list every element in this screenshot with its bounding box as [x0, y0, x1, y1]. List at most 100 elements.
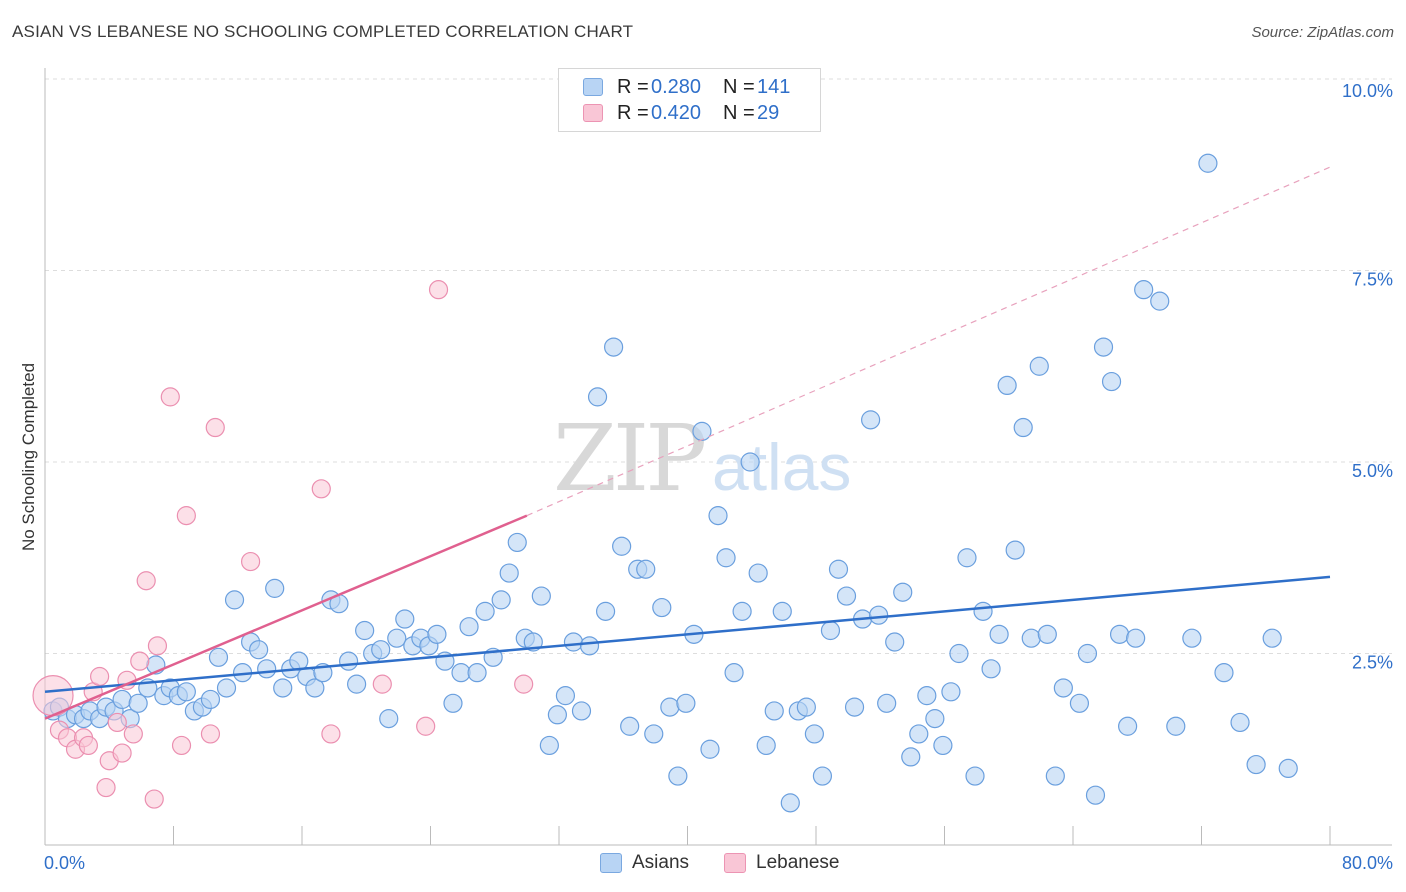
- asians-point: [1045, 766, 1065, 786]
- lebanese-point: [205, 417, 225, 438]
- legend-n-label: N =: [723, 75, 755, 98]
- asians-point: [820, 620, 841, 641]
- lebanese-point: [311, 479, 331, 499]
- asians-point: [427, 624, 447, 644]
- asians-point: [1126, 628, 1146, 648]
- asians-point: [1093, 337, 1114, 357]
- lebanese-point: [176, 506, 196, 526]
- y-tick-label: 5.0%: [1352, 461, 1393, 481]
- lebanese-point: [321, 724, 341, 744]
- asians-point: [257, 659, 277, 679]
- asians-point: [997, 375, 1017, 395]
- legend-swatch-lebanese: [724, 853, 746, 873]
- asians-point: [371, 640, 391, 660]
- lebanese-point: [107, 712, 127, 733]
- asians-point: [828, 559, 849, 579]
- asians-point: [467, 663, 487, 683]
- asians-point: [732, 601, 752, 621]
- asians-point: [804, 724, 824, 744]
- asians-trend-line: [44, 575, 1331, 694]
- y-tick-label: 10.0%: [1342, 81, 1393, 101]
- asians-point: [612, 536, 632, 556]
- asians-point: [772, 601, 792, 621]
- asians-point: [933, 735, 953, 756]
- asians-point: [1134, 280, 1154, 300]
- asians-point: [273, 678, 293, 698]
- asians-point: [644, 724, 664, 744]
- asians-point: [1166, 716, 1186, 736]
- lebanese-point: [96, 777, 116, 798]
- asians-point: [836, 586, 857, 606]
- series-legend: Asians Lebanese: [0, 852, 1406, 876]
- asians-point: [1069, 693, 1090, 713]
- lebanese-point: [123, 724, 143, 744]
- legend-r-value: 0.420: [651, 101, 702, 124]
- asians-point: [595, 601, 616, 621]
- asians-point: [1118, 716, 1138, 736]
- legend-swatch-lebanese: [583, 104, 603, 122]
- asians-point: [877, 693, 897, 713]
- asians-point: [1053, 678, 1073, 698]
- asians-point: [812, 766, 833, 786]
- asians-point: [909, 724, 929, 744]
- legend-r-label: R =: [617, 101, 649, 124]
- lebanese-point: [428, 280, 449, 300]
- y-axis-title: No Schooling Completed: [19, 363, 38, 551]
- asians-point: [1085, 785, 1106, 805]
- asians-point: [1021, 628, 1041, 648]
- asians-point: [1101, 371, 1122, 392]
- asians-point: [395, 609, 415, 629]
- asians-point: [844, 697, 865, 717]
- asians-point: [507, 532, 527, 553]
- asians-point: [531, 586, 551, 606]
- asians-point: [451, 663, 471, 683]
- asians-point: [1182, 628, 1202, 648]
- asians-point: [1198, 153, 1218, 173]
- asians-point: [112, 689, 132, 710]
- trend-lines: [44, 166, 1331, 720]
- asians-point: [176, 682, 196, 702]
- axis-labels: 2.5% 5.0% 7.5% 10.0% 0.0% 80.0% No Schooling C…: [19, 81, 1393, 873]
- asians-point: [676, 693, 696, 713]
- legend-label-asians: Asians: [632, 852, 690, 873]
- legend-n-value: 29: [757, 101, 780, 124]
- asians-point: [604, 337, 624, 357]
- legend-row-asians: R = 0.280 N = 141: [583, 75, 790, 99]
- asians-point: [901, 747, 921, 767]
- asians-point: [869, 605, 889, 625]
- asians-point: [861, 410, 881, 430]
- asians-point: [547, 705, 567, 725]
- asians-point: [249, 640, 269, 660]
- legend-r-label: R =: [617, 75, 649, 98]
- asians-point: [893, 582, 913, 602]
- asians-point: [1109, 624, 1130, 644]
- asians-point: [216, 678, 237, 698]
- lebanese-series: [32, 280, 534, 809]
- asians-point: [499, 563, 519, 583]
- asians-point: [355, 620, 375, 641]
- asians-point: [941, 682, 961, 702]
- asians-point: [973, 601, 993, 621]
- asians-point: [1262, 628, 1282, 648]
- legend-n-label: N =: [723, 101, 755, 124]
- legend-row-lebanese: R = 0.420 N = 29: [583, 101, 779, 125]
- lebanese-point: [416, 716, 436, 736]
- asians-point: [443, 693, 463, 713]
- asians-point: [1037, 624, 1057, 644]
- asians-point: [796, 697, 816, 717]
- lebanese-point: [160, 387, 180, 407]
- asians-point: [475, 601, 495, 621]
- correlation-legend: R = 0.280 N = 141 R = 0.420 N = 29: [558, 68, 821, 132]
- y-tick-label: 7.5%: [1352, 270, 1393, 290]
- asians-point: [539, 735, 559, 756]
- lebanese-point: [136, 571, 156, 591]
- asians-point: [563, 632, 584, 652]
- asians-point: [265, 578, 285, 598]
- legend-n-value: 141: [757, 75, 791, 98]
- lebanese-point: [241, 551, 261, 572]
- lebanese-point: [144, 789, 164, 809]
- asians-point: [587, 387, 608, 407]
- asians-point: [200, 689, 221, 710]
- asians-point: [1150, 291, 1170, 311]
